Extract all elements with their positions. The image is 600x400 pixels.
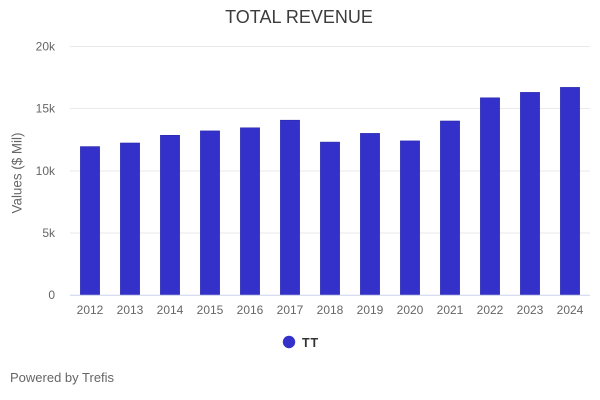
svg-text:2014: 2014	[157, 303, 184, 317]
svg-text:2013: 2013	[117, 303, 144, 317]
svg-text:TT: TT	[302, 336, 319, 350]
svg-text:2016: 2016	[237, 303, 264, 317]
svg-text:2022: 2022	[477, 303, 504, 317]
svg-text:2023: 2023	[517, 303, 544, 317]
svg-text:15k: 15k	[36, 102, 56, 116]
svg-text:2012: 2012	[77, 303, 104, 317]
svg-text:Powered by Trefis: Powered by Trefis	[10, 370, 115, 385]
svg-text:TOTAL REVENUE: TOTAL REVENUE	[225, 7, 373, 27]
svg-text:2019: 2019	[357, 303, 384, 317]
svg-text:5k: 5k	[42, 226, 56, 240]
svg-text:0: 0	[48, 288, 55, 302]
svg-text:2024: 2024	[557, 303, 584, 317]
svg-text:20k: 20k	[36, 40, 56, 54]
svg-text:2021: 2021	[437, 303, 464, 317]
svg-text:2017: 2017	[277, 303, 304, 317]
svg-text:2020: 2020	[397, 303, 424, 317]
svg-text:Values ($ Mil): Values ($ Mil)	[10, 133, 25, 214]
svg-text:2015: 2015	[197, 303, 224, 317]
svg-text:10k: 10k	[36, 164, 56, 178]
svg-text:2018: 2018	[317, 303, 344, 317]
